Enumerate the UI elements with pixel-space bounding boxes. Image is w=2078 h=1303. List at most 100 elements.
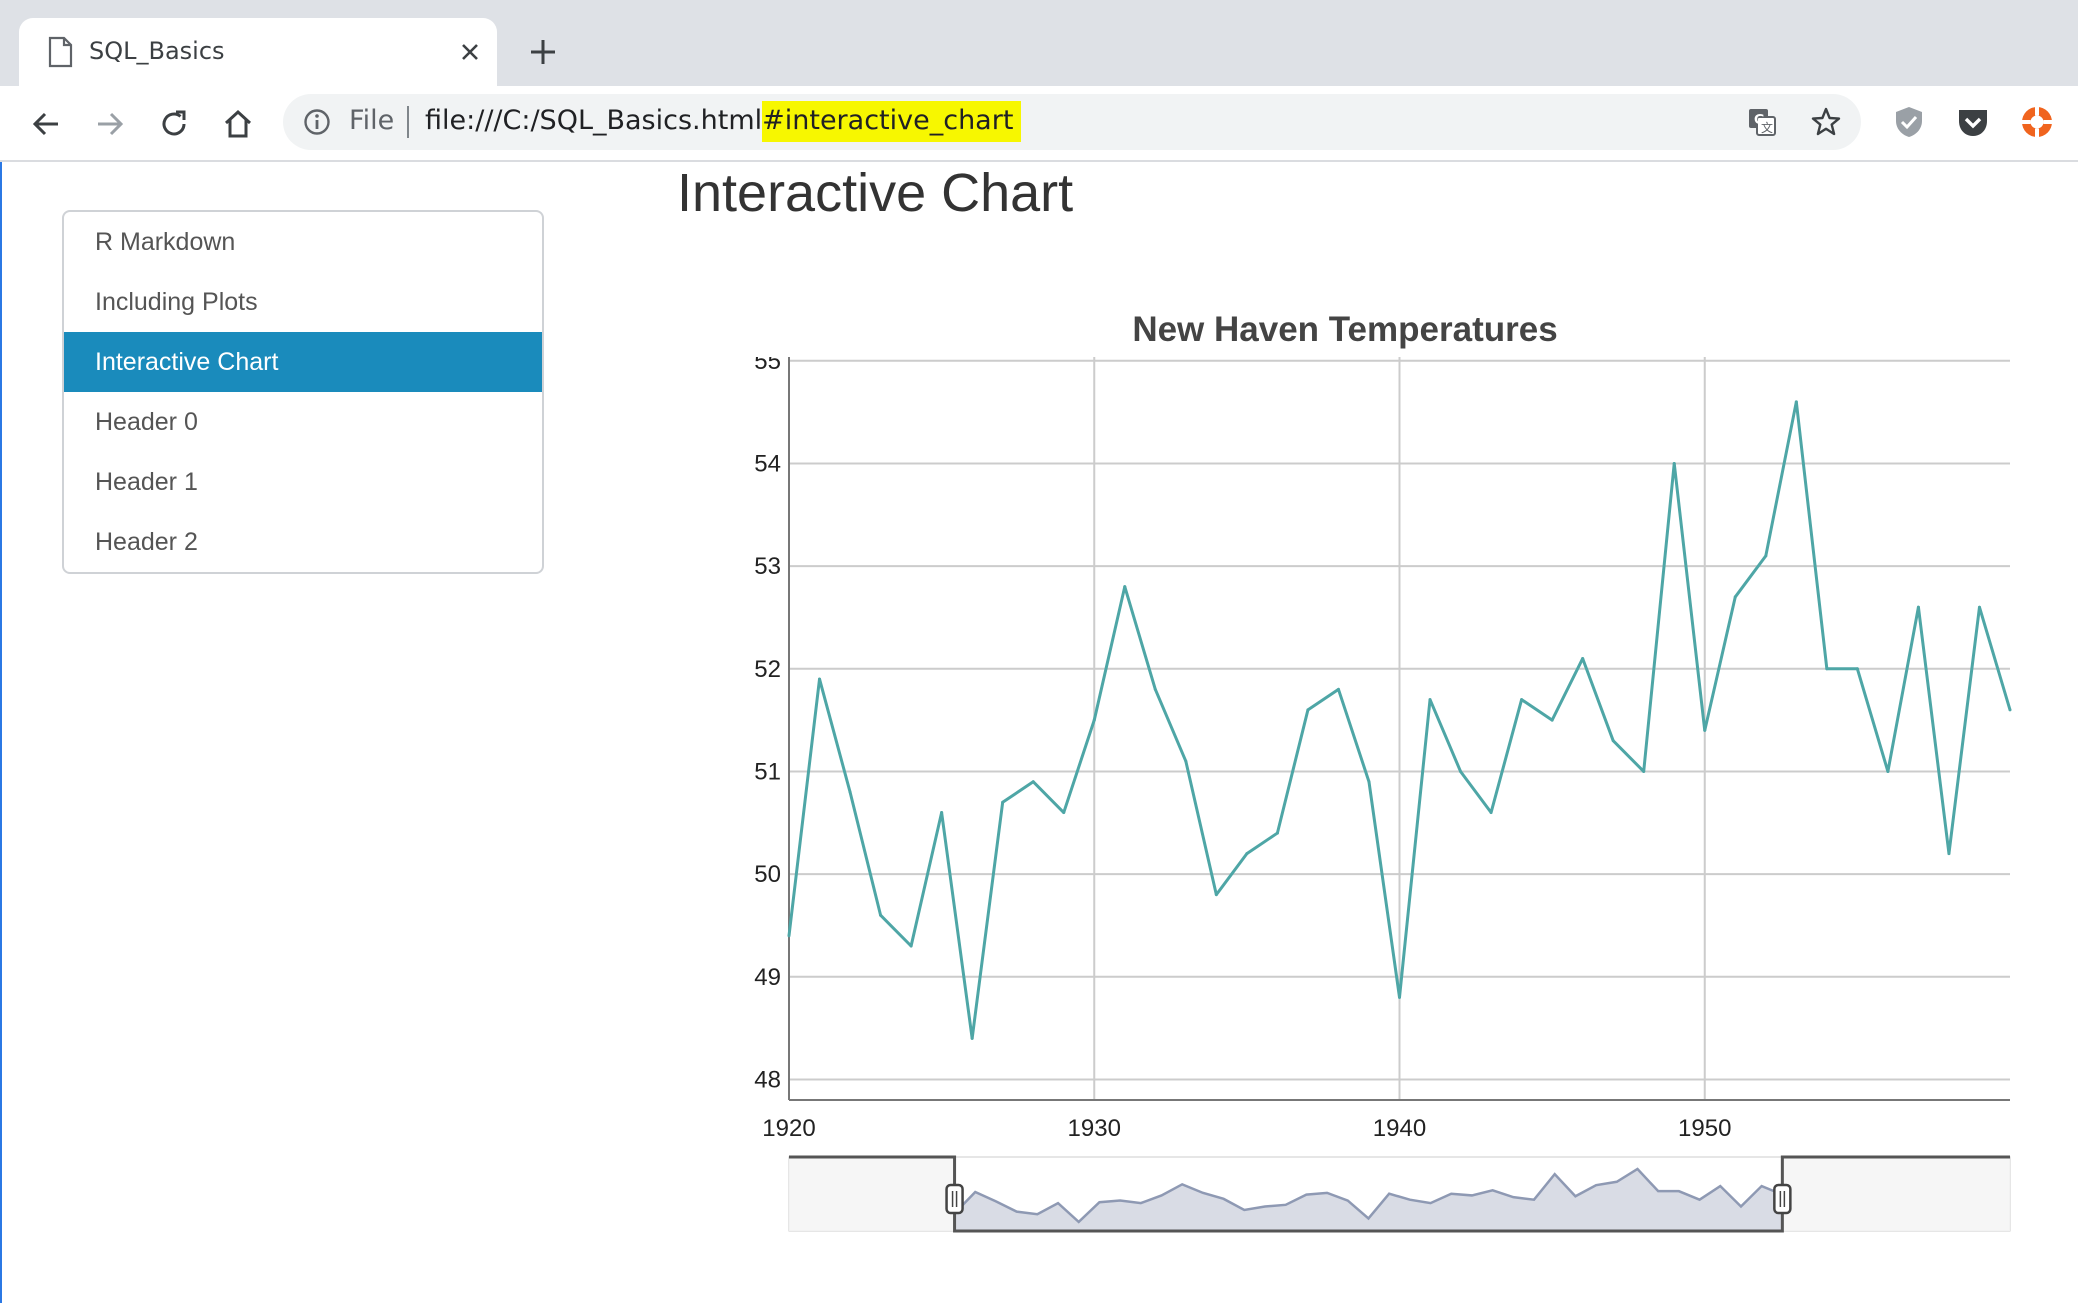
- range-handle-left[interactable]: [945, 1183, 964, 1215]
- y-tick-label-53: 53: [754, 553, 781, 580]
- data-point-1920: [787, 934, 791, 938]
- data-point-1938: [1336, 687, 1340, 691]
- translate-icon[interactable]: G 文: [1746, 106, 1778, 138]
- data-point-1957: [1916, 605, 1920, 609]
- data-point-1941: [1428, 698, 1432, 702]
- chart-title: New Haven Temperatures: [1132, 310, 1558, 349]
- address-bar[interactable]: File file:///C:/SQL_Basics.html#interact…: [283, 94, 1861, 150]
- range-selector-area: [954, 1168, 1783, 1231]
- data-point-1952: [1764, 554, 1768, 558]
- data-point-1927: [1001, 800, 1005, 804]
- data-point-1942: [1459, 769, 1463, 773]
- pocket-extension-icon[interactable]: [1955, 104, 1991, 140]
- range-unselected-left: [789, 1157, 955, 1231]
- back-button[interactable]: [26, 104, 66, 144]
- data-point-1936: [1275, 831, 1279, 835]
- data-point-1935: [1245, 852, 1249, 856]
- y-tick-label-55: 55: [754, 357, 781, 375]
- toc-item-including-plots[interactable]: Including Plots: [95, 288, 258, 316]
- y-tick-label-49: 49: [754, 964, 781, 991]
- data-point-1930: [1092, 718, 1096, 722]
- data-point-1934: [1214, 893, 1218, 897]
- data-point-1931: [1123, 585, 1127, 589]
- y-tick-label-54: 54: [754, 450, 781, 477]
- data-point-1950: [1703, 728, 1707, 732]
- svg-text:文: 文: [1761, 120, 1773, 135]
- info-icon[interactable]: [303, 108, 331, 136]
- grip-icon: [945, 1183, 964, 1215]
- range-selector-outline: [789, 1155, 2010, 1233]
- data-point-1937: [1306, 708, 1310, 712]
- x-tick-label-1940: 1940: [1373, 1115, 1426, 1142]
- close-icon: [462, 44, 478, 60]
- data-point-1933: [1184, 759, 1188, 763]
- data-point-1953: [1794, 400, 1798, 404]
- toc-item-interactive-chart[interactable]: Interactive Chart: [64, 332, 542, 392]
- reload-button[interactable]: [154, 104, 194, 144]
- data-point-1921: [818, 677, 822, 681]
- data-point-1955: [1855, 667, 1859, 671]
- page-title: Interactive Chart: [677, 163, 1074, 223]
- data-point-1951: [1733, 595, 1737, 599]
- y-tick-label-51: 51: [754, 758, 781, 785]
- y-tick-label-50: 50: [754, 861, 781, 888]
- y-tick-label-48: 48: [754, 1066, 781, 1093]
- grip-icon: [1773, 1183, 1792, 1215]
- data-point-1959: [1977, 605, 1981, 609]
- reload-icon: [162, 110, 186, 136]
- data-point-1926: [970, 1036, 974, 1040]
- data-point-1960: [2008, 708, 2012, 712]
- close-tab-button[interactable]: [456, 38, 484, 66]
- data-point-1940: [1398, 995, 1401, 999]
- page-file-icon: [48, 36, 73, 68]
- page-content: Interactive Chart R Markdown Including P…: [0, 162, 2078, 1303]
- forward-button[interactable]: [90, 104, 130, 144]
- range-selector[interactable]: [788, 1155, 2011, 1233]
- svg-text:G: G: [1754, 113, 1765, 128]
- toc-item-header-1[interactable]: Header 1: [95, 468, 198, 496]
- url-text[interactable]: file:///C:/SQL_Basics.html#interactive_c…: [425, 101, 1022, 142]
- temperature-chart[interactable]: 48 49 50 51 52 53 54 55 1920 1930 1940 1950: [720, 357, 2020, 1237]
- new-tab-button[interactable]: [525, 34, 561, 70]
- data-point-1954: [1825, 667, 1829, 671]
- range-unselected-right: [1782, 1157, 2010, 1231]
- home-icon: [224, 109, 252, 138]
- browser-tab[interactable]: SQL_Basics: [19, 18, 497, 86]
- data-point-1958: [1947, 852, 1951, 856]
- table-of-contents: R Markdown Including Plots Interactive C…: [62, 210, 544, 574]
- data-point-1932: [1153, 687, 1157, 691]
- data-point-1943: [1489, 811, 1493, 815]
- data-point-1947: [1611, 739, 1615, 743]
- data-point-1922: [848, 790, 852, 794]
- toc-item-header-2[interactable]: Header 2: [95, 528, 198, 556]
- shield-extension-icon[interactable]: [1891, 104, 1927, 140]
- url-fragment-highlight: #interactive_chart: [762, 101, 1022, 142]
- x-tick-label-1930: 1930: [1068, 1115, 1121, 1142]
- omnibox-divider: [407, 106, 409, 138]
- chart-axes: [788, 357, 2010, 1101]
- plus-icon: [531, 40, 555, 64]
- data-point-1948: [1642, 769, 1646, 773]
- bookmark-star-icon[interactable]: [1810, 106, 1842, 138]
- chart-tick-labels: 48 49 50 51 52 53 54 55 1920 1930 1940 1950: [754, 357, 1731, 1142]
- data-point-1946: [1581, 657, 1585, 661]
- x-tick-label-1920: 1920: [762, 1115, 815, 1142]
- data-point-1925: [940, 811, 944, 815]
- toc-item-header-0[interactable]: Header 0: [95, 408, 198, 436]
- tab-strip: SQL_Basics: [0, 0, 2078, 86]
- data-point-1923: [879, 913, 883, 917]
- toc-item-r-markdown[interactable]: R Markdown: [95, 228, 236, 256]
- arrow-left-icon: [32, 112, 58, 136]
- data-point-1929: [1062, 811, 1066, 815]
- range-selector-line: [953, 1167, 1783, 1224]
- data-point-1945: [1550, 718, 1554, 722]
- data-point-1939: [1367, 780, 1371, 784]
- data-point-1944: [1520, 698, 1524, 702]
- home-button[interactable]: [218, 104, 258, 144]
- data-point-1928: [1031, 780, 1035, 784]
- lifebuoy-extension-icon[interactable]: [2019, 104, 2055, 140]
- data-point-1924: [909, 944, 913, 948]
- browser-toolbar: File file:///C:/SQL_Basics.html#interact…: [0, 86, 2078, 162]
- url-base: file:///C:/SQL_Basics.html: [425, 105, 763, 136]
- range-handle-right[interactable]: [1773, 1183, 1792, 1215]
